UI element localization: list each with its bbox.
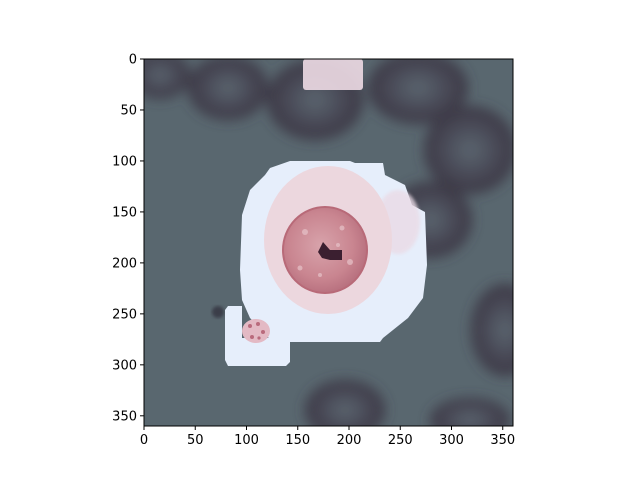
rbc	[188, 59, 268, 120]
y-tick-label: 300	[112, 358, 137, 373]
y-tick-label: 250	[112, 307, 137, 322]
y-tick-label: 150	[112, 205, 137, 220]
nucleus-texture	[297, 225, 353, 277]
x-tick-label: 250	[388, 433, 413, 448]
micrograph-image	[144, 59, 513, 426]
x-tick-label: 300	[439, 433, 464, 448]
small-cell	[242, 319, 270, 343]
x-tick-label: 0	[140, 433, 148, 448]
x-tick-label: 100	[234, 433, 259, 448]
mask-patch-top	[303, 59, 363, 90]
y-tick-label: 350	[112, 409, 137, 424]
rbc	[368, 59, 468, 124]
y-axis-ticks: 0 50 100 150 200 250 300 350	[112, 53, 144, 424]
mask-patch-small	[225, 306, 290, 366]
x-tick-label: 50	[187, 433, 204, 448]
rbc	[471, 284, 513, 376]
small-dark-dot	[212, 306, 224, 318]
y-tick-label: 200	[112, 256, 137, 271]
rbc	[144, 59, 190, 99]
x-tick-label: 350	[490, 433, 515, 448]
x-tick-label: 200	[337, 433, 362, 448]
rbc	[430, 398, 510, 426]
y-tick-label: 100	[112, 154, 137, 169]
rbc	[305, 380, 385, 426]
axes-frame	[143, 58, 514, 427]
y-tick-label: 50	[120, 103, 137, 118]
dark-spot	[318, 242, 342, 260]
x-axis-ticks: 0 50 100 150 200 250 300 350	[140, 426, 515, 448]
x-tick-label: 150	[285, 433, 310, 448]
rbc	[424, 106, 513, 194]
y-tick-label: 0	[129, 53, 137, 68]
small-cell-texture	[248, 322, 265, 340]
